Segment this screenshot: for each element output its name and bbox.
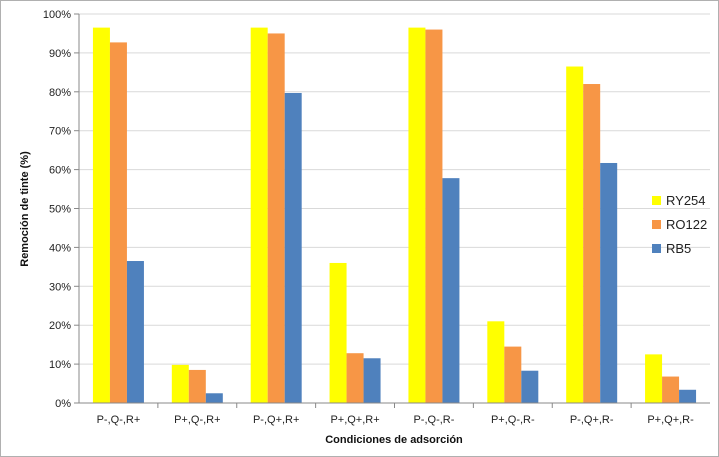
bar-ry254 <box>487 321 505 403</box>
y-tick-label: 10% <box>49 359 71 371</box>
y-tick-label: 50% <box>49 204 71 216</box>
legend-label-ry254: RY254 <box>666 193 706 208</box>
x-tick-label: P-,Q+,R+ <box>253 414 299 426</box>
legend-label-ro122: RO122 <box>666 217 707 232</box>
y-tick-label: 90% <box>49 48 71 60</box>
x-tick-label: P+,Q+,R+ <box>330 414 379 426</box>
y-tick-label: 60% <box>49 165 71 177</box>
x-tick-label: P+,Q-,R+ <box>174 414 220 426</box>
legend: RY254 RO122 RB5 <box>652 193 707 256</box>
legend-swatch-ry254 <box>652 196 661 205</box>
bars <box>92 27 697 404</box>
y-tick-label: 100% <box>43 9 71 21</box>
bar-rb5 <box>284 92 302 403</box>
x-tick-label: P-,Q-,R- <box>413 414 454 426</box>
legend-label-rb5: RB5 <box>666 241 691 256</box>
y-tick-label: 30% <box>49 281 71 293</box>
bar-rb5 <box>205 393 223 403</box>
bar-rb5 <box>126 261 144 403</box>
x-tick-label: P-,Q+,R- <box>570 414 614 426</box>
x-tick-label: P+,Q+,R- <box>647 414 694 426</box>
y-axis-title: Remoción de tinte (%) <box>19 151 31 267</box>
x-axis-title: Condiciones de adsorción <box>325 434 463 446</box>
bar-ry254 <box>408 27 426 404</box>
bar-ro122 <box>504 346 522 403</box>
bar-ry254 <box>250 27 268 404</box>
legend-swatch-ro122 <box>652 220 661 229</box>
bar-ro122 <box>662 376 680 403</box>
y-tick-label: 20% <box>49 320 71 332</box>
legend-swatch-rb5 <box>652 244 661 253</box>
x-tick-label: P-,Q-,R+ <box>97 414 141 426</box>
x-tick-label: P+,Q-,R- <box>491 414 535 426</box>
bar-rb5 <box>363 358 381 403</box>
bar-ro122 <box>188 369 206 403</box>
y-tick-label: 70% <box>49 126 71 138</box>
bar-ry254 <box>171 364 189 403</box>
y-tick-label: 80% <box>49 87 71 99</box>
x-tick-labels: P-,Q-,R+ P+,Q-,R+ P-,Q+,R+ P+,Q+,R+ P-,Q-,R-… <box>97 403 694 426</box>
bar-ry254 <box>566 66 584 403</box>
bar-rb5 <box>679 389 697 403</box>
bar-rb5 <box>600 162 618 403</box>
bar-rb5 <box>521 370 539 403</box>
bar-ry254 <box>645 354 663 403</box>
y-tick-label: 0% <box>55 398 71 410</box>
bar-ry254 <box>92 27 110 404</box>
y-tick-label: 40% <box>49 242 71 254</box>
bar-ry254 <box>329 262 347 403</box>
bar-ro122 <box>425 29 443 404</box>
bar-ro122 <box>109 42 127 403</box>
bar-ro122 <box>583 84 601 404</box>
bar-ro122 <box>346 353 364 403</box>
y-tick-labels: 0% 10% 20% 30% 40% 50% 60% 70% 80% 90% 100% <box>43 9 71 410</box>
bar-ro122 <box>267 33 285 403</box>
axes <box>78 14 710 404</box>
bar-rb5 <box>442 178 460 403</box>
